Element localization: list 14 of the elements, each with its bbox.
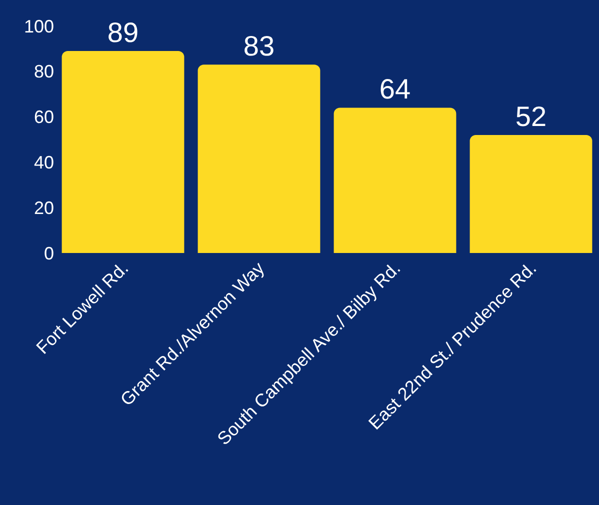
data-label: 83 (243, 30, 275, 62)
bar (62, 50, 184, 253)
y-tick-label: 20 (34, 198, 54, 218)
data-label: 52 (515, 100, 547, 132)
y-tick-label: 40 (34, 152, 54, 172)
bar (334, 108, 456, 253)
bar (198, 64, 320, 253)
y-tick-label: 0 (44, 243, 54, 264)
y-tick-label: 60 (34, 107, 54, 128)
bar (470, 134, 592, 253)
data-label: 64 (379, 74, 411, 105)
data-label: 89 (107, 16, 139, 48)
y-tick-label: 100 (24, 16, 54, 36)
y-tick-label: 80 (34, 62, 54, 82)
